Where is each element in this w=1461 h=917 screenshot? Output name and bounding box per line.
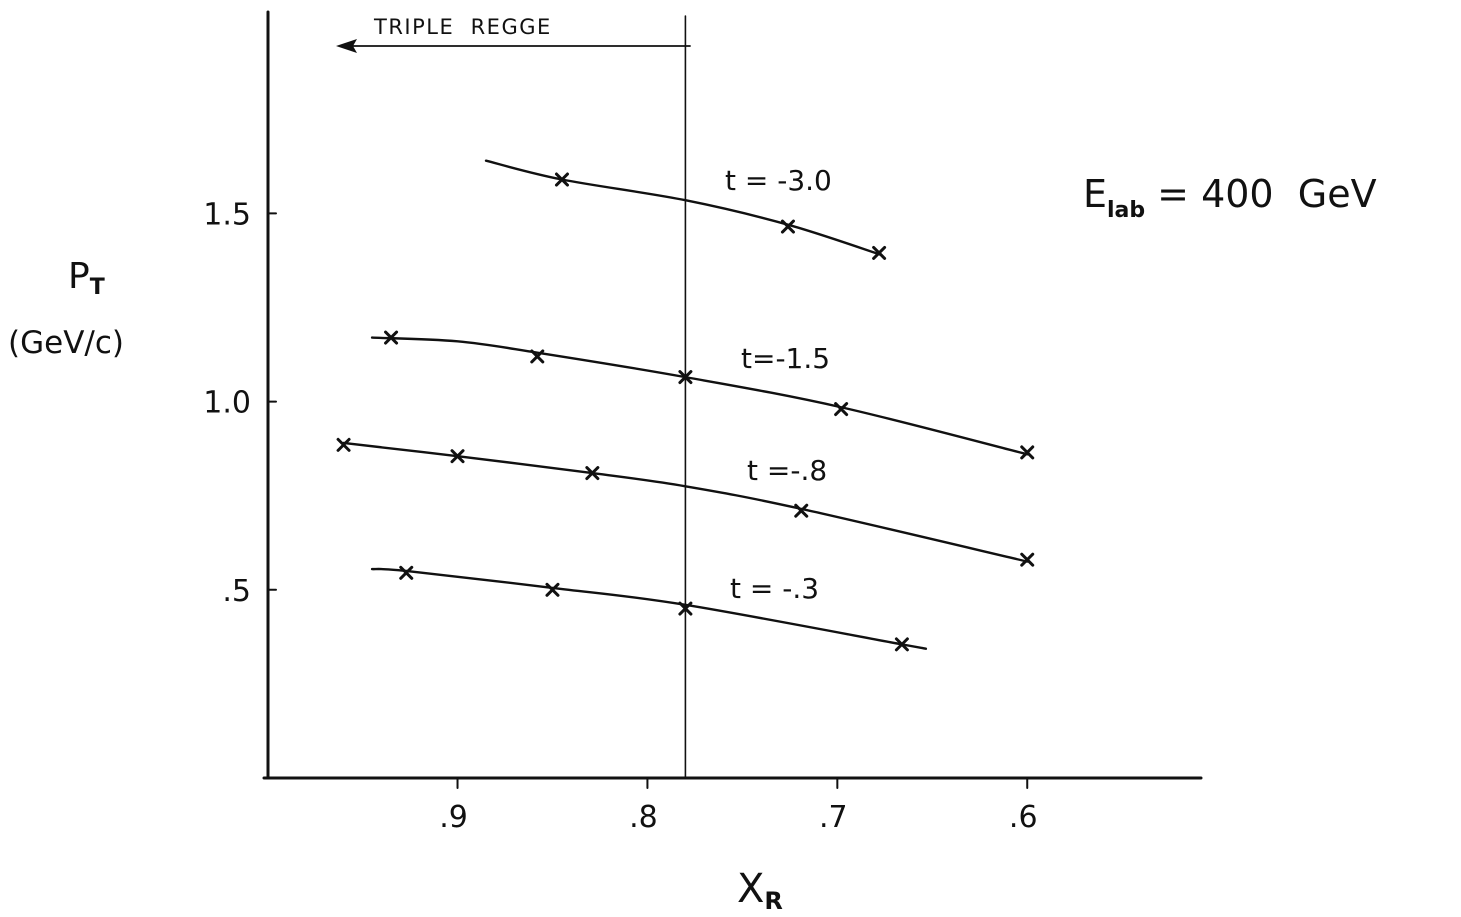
series-label: t = -3.0 (725, 164, 832, 197)
series-label: t =-.8 (747, 454, 827, 487)
data-point-marker (450, 449, 465, 464)
y-axis-title: PT (68, 256, 105, 300)
x-tick-label: .8 (629, 800, 658, 835)
data-point-marker (336, 437, 351, 452)
series-line (342, 441, 1029, 563)
series-layer (336, 159, 1035, 652)
data-point-marker (894, 637, 909, 652)
data-point-marker (794, 503, 809, 518)
data-point-marker (678, 601, 693, 616)
energy-annotation: Elab = 400 GeV (1083, 172, 1377, 223)
series-group (370, 565, 927, 652)
data-point-marker (678, 370, 693, 385)
energy-annotation-sub: lab (1107, 198, 1145, 223)
energy-annotation-e: E (1083, 172, 1107, 216)
data-point-marker (780, 219, 795, 234)
data-point-marker (545, 582, 560, 597)
x-tick-label: .6 (1009, 800, 1038, 835)
series-label: t=-1.5 (741, 342, 830, 375)
x-tick-label: .9 (439, 800, 468, 835)
series-line (484, 159, 883, 256)
data-point-marker (834, 402, 849, 417)
series-line (370, 336, 1029, 456)
y-axis-title-main: P (68, 256, 90, 297)
y-axis-title-sub: T (90, 275, 105, 300)
x-axis-title-sub: R (764, 887, 782, 915)
y-tick-label: 1.5 (203, 197, 251, 232)
y-axis-unit: (GeV/c) (8, 325, 124, 361)
series-labels-layer: t = -3.0 t=-1.5 t =-.8 t = -.3 (725, 164, 832, 605)
x-tick-label: .7 (819, 800, 848, 835)
data-point-marker (530, 349, 545, 364)
data-point-marker (554, 172, 569, 187)
tick-layer: .9 .8 .7 .6 .5 1.0 1.5 (203, 197, 1037, 835)
triple-regge-label: TRIPLE REGGE (373, 15, 552, 39)
series-group (484, 159, 887, 260)
data-point-marker (399, 565, 414, 580)
energy-annotation-rest: = 400 GeV (1157, 172, 1376, 216)
data-point-marker (585, 466, 600, 481)
series-group (370, 330, 1035, 460)
data-point-marker (1020, 445, 1035, 460)
series-group (336, 437, 1035, 567)
x-axis-title: XR (737, 866, 783, 915)
x-axis-title-main: X (737, 866, 764, 912)
y-tick-label: .5 (222, 574, 251, 609)
data-point-marker (384, 330, 399, 345)
series-line (370, 567, 927, 650)
data-point-marker (872, 245, 887, 260)
triple-regge-arrow-head (336, 39, 357, 53)
series-label: t = -.3 (730, 572, 819, 605)
y-tick-label: 1.0 (203, 386, 251, 421)
data-point-marker (1020, 552, 1035, 567)
